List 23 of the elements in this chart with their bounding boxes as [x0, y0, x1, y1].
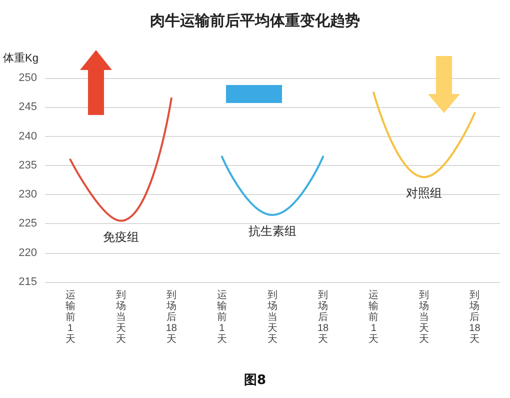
x-tick-label: 到场当天天: [114, 290, 126, 345]
chart-title: 肉牛运输前后平均体重变化趋势: [150, 12, 360, 30]
y-tick-label: 235: [18, 159, 37, 172]
y-tick-label: 220: [18, 246, 37, 259]
y-axis-title: 体重Kg: [3, 52, 38, 64]
y-tick-label: 225: [18, 218, 37, 230]
y-tick-label: 230: [18, 188, 37, 201]
y-tick-label: 240: [18, 130, 37, 142]
series-label: 免疫组: [102, 230, 139, 244]
x-tick-label: 运输前1天: [65, 289, 76, 345]
caption: 图8: [244, 373, 266, 388]
y-tick-label: 215: [18, 276, 37, 288]
y-tick-label: 245: [18, 101, 37, 114]
x-tick-label: 到场当天天: [418, 290, 430, 345]
x-tick-label: 到场后18天: [468, 290, 481, 345]
x-tick-label: 到场后18天: [317, 290, 330, 345]
y-tick-label: 250: [18, 72, 37, 84]
x-tick-label: 到场当天天: [266, 290, 278, 345]
series-label: 抗生素组: [248, 224, 296, 238]
x-tick-label: 运输前1天: [216, 289, 227, 345]
x-tick-label: 到场后18天: [165, 290, 178, 345]
series-label: 对照组: [406, 186, 442, 200]
x-tick-label: 运输前1天: [368, 289, 379, 345]
